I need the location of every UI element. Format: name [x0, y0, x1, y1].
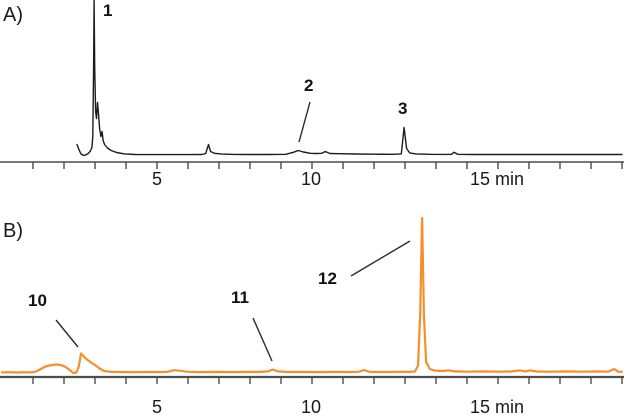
- axis-tick-label-A-10: 10: [300, 169, 322, 189]
- axis-tick-label-A-5: 5: [151, 169, 163, 189]
- peak-2-leader-line: [298, 101, 311, 143]
- peak-label-10: 10: [28, 291, 47, 310]
- panel-b-label: B): [3, 220, 23, 242]
- peak-label-3: 3: [398, 99, 408, 118]
- peak-label-12: 12: [318, 269, 337, 288]
- axis-tick-label-A-15: 15 min: [469, 169, 525, 189]
- peak-12-leader-line: [350, 240, 411, 277]
- axis-tick-label-B-15: 15 min: [469, 397, 525, 417]
- axis-tick-label-B-5: 5: [151, 397, 163, 417]
- axis-tick-label-B-10: 10: [300, 397, 322, 417]
- peak-10-leader-line: [55, 319, 79, 348]
- peak-label-1: 1: [103, 1, 113, 20]
- panel-a-label: A): [3, 4, 23, 26]
- peak-label-2: 2: [304, 76, 314, 95]
- trace-panel-A: [76, 0, 623, 157]
- peak-11-leader-line: [252, 317, 273, 362]
- trace-panel-B: [0, 216, 624, 375]
- peak-label-11: 11: [231, 288, 249, 307]
